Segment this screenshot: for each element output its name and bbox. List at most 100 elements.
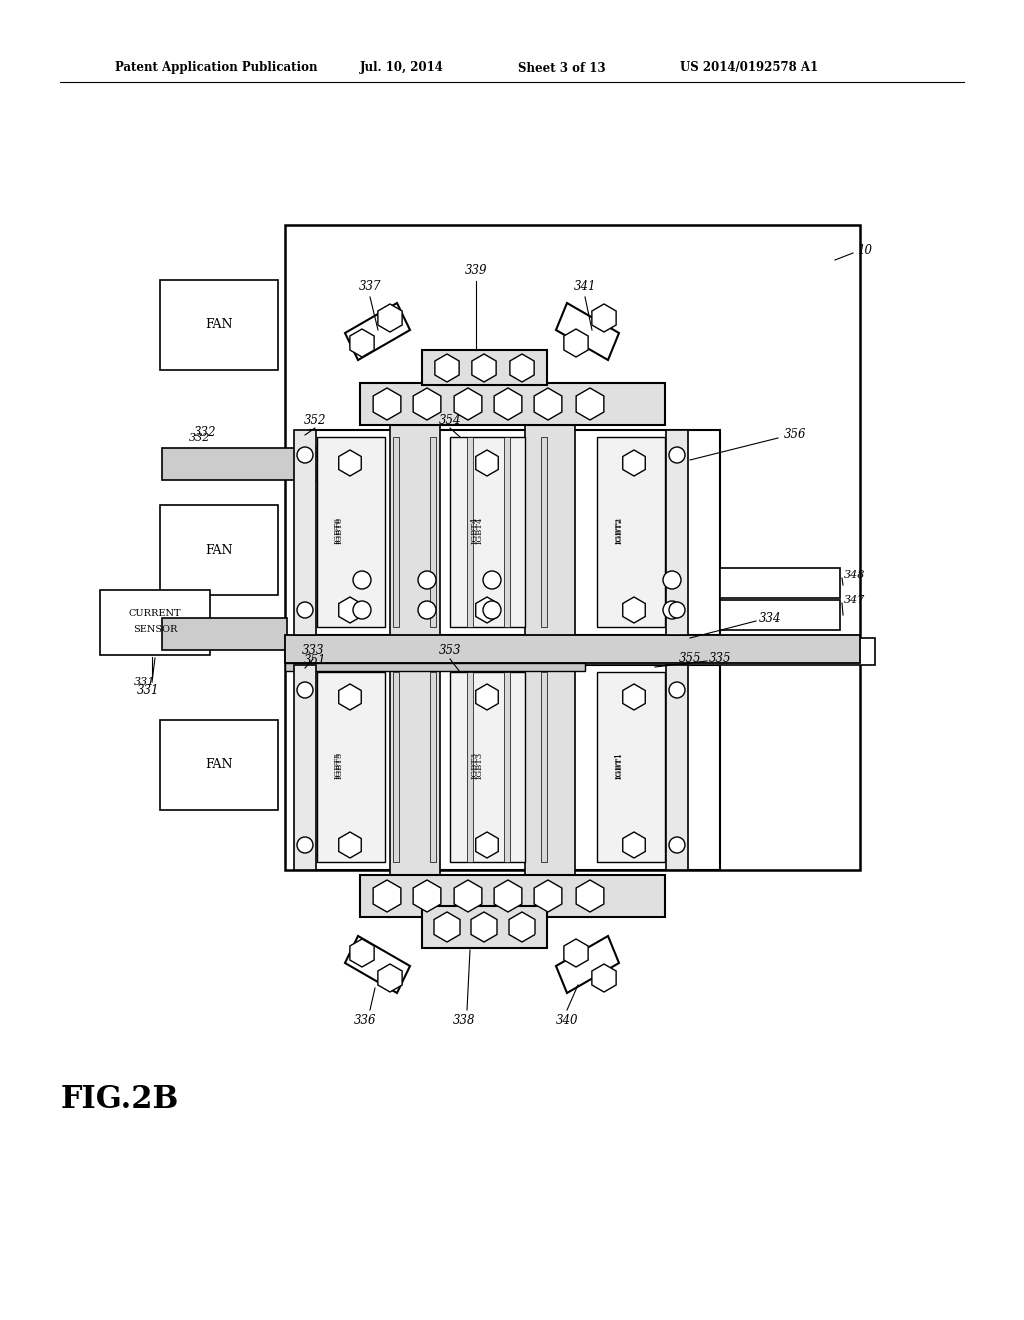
Bar [504, 437, 510, 627]
Polygon shape [413, 880, 441, 912]
Text: Jul. 10, 2014: Jul. 10, 2014 [360, 62, 443, 74]
Polygon shape [623, 450, 645, 477]
Text: FIG.2B: FIG.2B [60, 1085, 179, 1115]
Text: IGBT4: IGBT4 [476, 516, 484, 544]
Polygon shape [476, 450, 499, 477]
Polygon shape [577, 880, 604, 912]
Polygon shape [577, 388, 604, 420]
Text: 353: 353 [438, 644, 461, 656]
Text: SENSOR: SENSOR [133, 626, 177, 635]
Bar [160, 719, 278, 810]
Polygon shape [564, 329, 588, 356]
Polygon shape [556, 304, 618, 360]
Polygon shape [535, 388, 562, 420]
Bar [360, 875, 665, 917]
Text: 332: 332 [194, 425, 216, 438]
Polygon shape [454, 880, 482, 912]
Polygon shape [373, 880, 400, 912]
Bar [317, 672, 385, 862]
Text: 334: 334 [759, 611, 781, 624]
Polygon shape [413, 388, 441, 420]
Polygon shape [339, 597, 361, 623]
Bar [422, 350, 547, 385]
Text: IGBT5: IGBT5 [336, 751, 344, 779]
Text: 338: 338 [453, 1014, 475, 1027]
Polygon shape [378, 964, 402, 993]
Text: 339: 339 [465, 264, 487, 276]
Text: 335: 335 [709, 652, 731, 664]
Polygon shape [623, 684, 645, 710]
Circle shape [353, 601, 371, 619]
Polygon shape [435, 354, 459, 381]
Text: 331: 331 [134, 677, 156, 686]
Text: 333: 333 [302, 644, 325, 656]
Bar [100, 590, 210, 655]
Polygon shape [339, 832, 361, 858]
Bar [160, 280, 278, 370]
Circle shape [483, 601, 501, 619]
Text: 336: 336 [353, 1014, 376, 1027]
Text: IGBT3: IGBT3 [471, 751, 479, 779]
Text: 337: 337 [358, 280, 381, 293]
Bar [393, 672, 399, 862]
Bar [310, 665, 720, 870]
Bar [422, 906, 547, 948]
Polygon shape [471, 912, 497, 942]
Bar [430, 437, 436, 627]
Polygon shape [556, 936, 618, 993]
Text: 354: 354 [438, 413, 461, 426]
Circle shape [418, 572, 436, 589]
Text: 331: 331 [137, 684, 160, 697]
Polygon shape [373, 388, 400, 420]
Circle shape [669, 837, 685, 853]
Bar [317, 437, 385, 627]
Circle shape [297, 602, 313, 618]
Polygon shape [339, 684, 361, 710]
Bar [310, 430, 720, 635]
Text: 355: 355 [679, 652, 701, 664]
Polygon shape [510, 354, 535, 381]
Text: 347: 347 [845, 595, 865, 605]
Bar [467, 672, 473, 862]
Circle shape [418, 601, 436, 619]
Bar [393, 437, 399, 627]
Polygon shape [476, 684, 499, 710]
Bar [360, 383, 665, 425]
Circle shape [297, 682, 313, 698]
Text: 340: 340 [556, 1014, 579, 1027]
Circle shape [669, 682, 685, 698]
Text: Sheet 3 of 13: Sheet 3 of 13 [518, 62, 605, 74]
Polygon shape [476, 832, 499, 858]
Text: 10: 10 [857, 243, 872, 256]
Bar [504, 672, 510, 862]
Text: FAN: FAN [205, 759, 232, 771]
Text: IGBT4: IGBT4 [471, 516, 479, 544]
Bar [285, 635, 860, 663]
Bar [666, 665, 688, 870]
Bar [162, 618, 287, 649]
Text: 352: 352 [304, 413, 327, 426]
Polygon shape [378, 304, 402, 333]
Polygon shape [495, 388, 522, 420]
Text: 348: 348 [845, 570, 865, 579]
Bar [390, 383, 440, 917]
Text: IGBT3: IGBT3 [476, 751, 484, 779]
Text: 332: 332 [189, 433, 211, 444]
Circle shape [663, 572, 681, 589]
Text: 356: 356 [783, 429, 806, 441]
Bar [160, 506, 278, 595]
Polygon shape [350, 939, 374, 968]
Polygon shape [564, 939, 588, 968]
Bar [467, 437, 473, 627]
Bar [285, 224, 860, 870]
Polygon shape [592, 304, 616, 333]
Text: FAN: FAN [205, 318, 232, 331]
Bar [430, 672, 436, 862]
Text: IGBT6: IGBT6 [336, 516, 344, 544]
Text: CURRENT: CURRENT [129, 609, 181, 618]
Bar [525, 383, 575, 917]
Bar [597, 437, 665, 627]
Circle shape [297, 447, 313, 463]
Circle shape [669, 447, 685, 463]
Bar [720, 601, 840, 630]
